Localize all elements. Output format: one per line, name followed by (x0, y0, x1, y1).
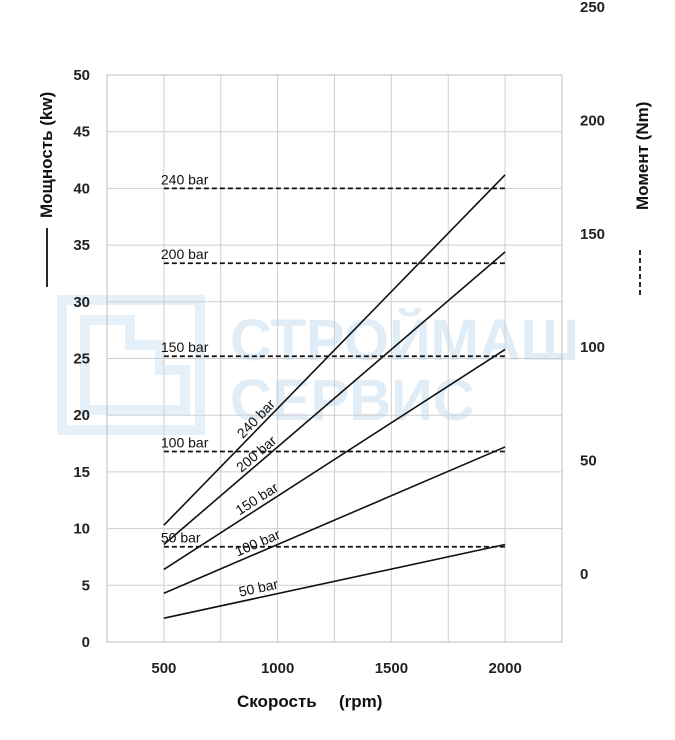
y2-tick-label: 0 (580, 566, 588, 583)
power-curve-label: 50 bar (237, 576, 280, 600)
x-axis-title: Скорость (237, 692, 317, 711)
y-tick-label: 0 (82, 634, 90, 651)
y-tick-label: 40 (73, 180, 90, 197)
power-curves (163, 174, 506, 619)
y2-tick-label: 250 (580, 0, 605, 16)
x-axis-unit: (rpm) (339, 692, 382, 711)
y-tick-label: 15 (73, 464, 90, 481)
y-tick-label: 25 (73, 351, 90, 368)
power-curve (163, 174, 506, 526)
plot-frame (106, 74, 563, 643)
y-tick-label: 30 (73, 294, 90, 311)
y-axis-title: Мощность (kw) (37, 92, 56, 218)
power-curve (163, 348, 506, 571)
y-tick-label: 35 (73, 237, 90, 254)
watermark-line-2: СЕРВИС (230, 368, 475, 433)
power-curve-label: 100 bar (232, 526, 282, 560)
y-tick-label: 20 (73, 407, 90, 424)
y2-tick-label: 150 (580, 226, 605, 243)
y-tick-label: 10 (73, 521, 90, 538)
y-tick-label: 5 (82, 577, 90, 594)
power-curve-label: 200 bar (233, 432, 280, 475)
torque-line-label: 50 bar (161, 530, 201, 546)
x-tick-label: 1500 (375, 660, 408, 677)
power-curve (163, 543, 506, 619)
x-tick-label: 1000 (261, 660, 294, 677)
y2-tick-label: 100 (580, 339, 605, 356)
power-curve (163, 251, 506, 546)
watermark-line-1: СТРОЙМАШ (230, 308, 579, 373)
axis-ticks: 0 5 10 15 20 25 30 35 40 45 50 500 1000 1500 2000 0 50 10… (73, 0, 605, 677)
y-tick-label: 45 (73, 124, 90, 141)
y2-axis-title: Момент (Nm) (633, 102, 652, 210)
y-tick-label: 50 (73, 67, 90, 84)
watermark: СТРОЙМАШ СЕРВИС (57, 295, 579, 435)
x-tick-label: 500 (151, 660, 176, 677)
y2-tick-label: 200 (580, 112, 605, 129)
torque-line-label: 100 bar (161, 434, 209, 450)
torque-lines (163, 187, 506, 548)
grid (106, 74, 563, 643)
plot-border (106, 74, 563, 643)
watermark-logo-outline (57, 295, 205, 435)
power-curve (163, 446, 506, 594)
torque-line-label: 240 bar (161, 171, 209, 187)
y2-tick-label: 50 (580, 453, 597, 470)
x-tick-label: 2000 (488, 660, 521, 677)
torque-line-label: 150 bar (161, 339, 209, 355)
torque-line-label: 200 bar (161, 246, 209, 262)
